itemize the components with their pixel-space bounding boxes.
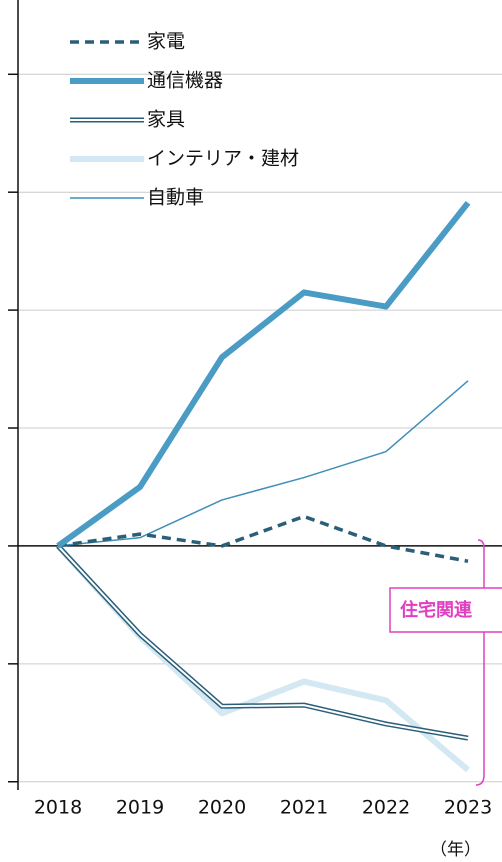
series-line bbox=[55, 543, 470, 773]
x-tick-label: 2023 bbox=[444, 797, 492, 819]
series-line bbox=[56, 200, 471, 549]
grid bbox=[8, 73, 502, 783]
bracket bbox=[475, 539, 491, 786]
x-tick-label: 2019 bbox=[116, 797, 164, 819]
legend-label: 自動車 bbox=[147, 187, 204, 209]
legend-label: インテリア・建材 bbox=[147, 148, 299, 170]
annotation: 住宅関連 bbox=[400, 599, 473, 621]
x-tick-label: 2021 bbox=[280, 797, 328, 819]
annotation-box bbox=[389, 587, 502, 633]
legend-label: 家具 bbox=[147, 109, 185, 131]
series-line-inner bbox=[57, 545, 469, 740]
x-unit: （年） bbox=[430, 840, 481, 860]
lines bbox=[55, 200, 471, 773]
series-line bbox=[57, 514, 469, 563]
legend-label: 家電 bbox=[147, 31, 185, 53]
legend-label: 通信機器 bbox=[147, 70, 223, 92]
series-line bbox=[56, 544, 469, 741]
x-tick-label: 2022 bbox=[362, 797, 410, 819]
x-tick-label: 2018 bbox=[34, 797, 82, 819]
series-line bbox=[57, 380, 469, 547]
x-tick-label: 2020 bbox=[198, 797, 246, 819]
